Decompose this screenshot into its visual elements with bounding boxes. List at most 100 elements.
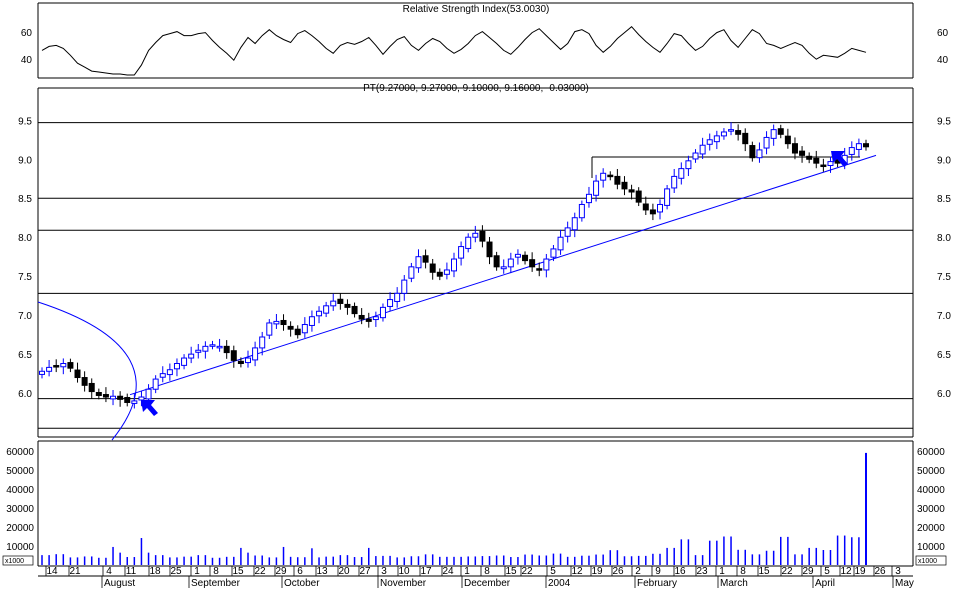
candle: [436, 268, 443, 281]
candle: [287, 321, 294, 337]
rsi-tick-right-60: 60: [937, 28, 949, 39]
candle: [557, 229, 564, 255]
candle: [791, 137, 798, 160]
day-label: 1: [194, 566, 200, 577]
price-tick-right: 7.5: [937, 272, 951, 283]
candle: [678, 162, 685, 185]
candle: [564, 221, 571, 243]
candle: [507, 252, 514, 274]
candle: [550, 245, 557, 262]
candle: [742, 128, 749, 152]
volume-tick-left: 30000: [6, 504, 34, 515]
day-label: 29: [802, 566, 814, 577]
month-labels: August September October November December 20…: [101, 576, 914, 589]
candle: [443, 262, 450, 280]
day-label: 8: [740, 566, 746, 577]
candle: [401, 275, 408, 301]
volume-bars: [41, 452, 867, 565]
candle: [848, 141, 855, 161]
candle: [259, 331, 266, 356]
rsi-title: Relative Strength Index(53.0030): [403, 4, 550, 15]
candle: [230, 345, 237, 368]
candle: [728, 122, 735, 136]
candle: [46, 359, 53, 377]
day-label: 8: [484, 566, 490, 577]
candle: [784, 128, 791, 149]
candle: [543, 253, 550, 278]
day-label: 15: [758, 566, 770, 577]
candle: [88, 378, 95, 399]
candle: [344, 299, 351, 315]
candle: [131, 393, 138, 409]
day-label: 12: [840, 566, 852, 577]
candle: [387, 292, 394, 312]
candle: [777, 124, 784, 139]
day-labels: 14 21 4 11 18 25 1 8 15 22 29 6 13 20 27 3 10 17 24 1 8 15 22 5…: [45, 566, 901, 577]
candle: [749, 141, 756, 162]
candle: [301, 317, 308, 338]
candle: [593, 174, 600, 202]
candle: [280, 314, 287, 331]
candle: [330, 293, 337, 311]
volume-unit-right: x1000: [918, 558, 937, 565]
day-label: 9: [655, 566, 661, 577]
candle: [67, 358, 74, 373]
volume-unit-left: x1000: [5, 558, 24, 565]
price-tick-right: 8.0: [937, 233, 951, 244]
candle: [138, 390, 145, 407]
candle: [628, 184, 635, 200]
candle: [863, 139, 869, 151]
candle: [273, 314, 280, 329]
price-tick-left: 6.5: [18, 350, 32, 361]
candle: [813, 150, 820, 169]
day-label: 23: [696, 566, 708, 577]
day-label: 5: [550, 566, 556, 577]
price-ticks: 9.5 9.5 9.0 9.0 8.5 8.5 8.0 8.0 7.5 7.5 7.0 7.0 6.5 6…: [18, 116, 951, 400]
candle: [60, 358, 67, 375]
day-label: 8: [213, 566, 219, 577]
month-label: March: [720, 578, 748, 589]
candle: [95, 388, 102, 400]
x-axis: 14 21 4 11 18 25 1 8 15 22 29 6 13 20 27 3 10 17 24 1 8 15 22 5…: [38, 566, 914, 589]
rsi-tick-right-40: 40: [937, 55, 949, 66]
volume-tick-right: 60000: [917, 447, 945, 458]
candle: [607, 171, 614, 181]
candle: [514, 249, 521, 265]
candle: [152, 375, 159, 394]
candle: [323, 301, 330, 318]
day-label: 1: [719, 566, 725, 577]
candle: [173, 358, 180, 377]
volume-tick-right: 40000: [917, 485, 945, 496]
candle: [451, 252, 457, 278]
candle: [657, 199, 663, 220]
day-label: 22: [254, 566, 266, 577]
month-label: December: [464, 578, 511, 589]
candle: [223, 340, 230, 359]
price-tick-left: 7.0: [18, 311, 32, 322]
price-tick-left: 9.0: [18, 155, 32, 166]
candle: [756, 142, 763, 163]
candle: [237, 357, 244, 368]
volume-panel: 60000 60000 50000 50000 40000 40000 30000 30000…: [2, 440, 947, 567]
day-label: 24: [442, 566, 454, 577]
day-label: 3: [381, 566, 387, 577]
candle: [827, 156, 834, 173]
candle: [671, 169, 678, 194]
candle: [571, 212, 578, 238]
candle: [166, 363, 173, 381]
candle: [578, 200, 585, 222]
candle: [316, 306, 323, 324]
day-label: 22: [781, 566, 793, 577]
candle: [245, 350, 251, 368]
month-label: August: [104, 578, 135, 589]
day-label: 21: [69, 566, 81, 577]
candle: [799, 146, 806, 163]
candle: [720, 128, 727, 140]
candle: [600, 168, 607, 188]
candle: [195, 344, 202, 359]
day-label: 19: [854, 566, 866, 577]
price-tick-left: 8.5: [18, 194, 32, 205]
candle: [408, 262, 415, 283]
candle: [649, 203, 656, 221]
volume-tick-left: 10000: [6, 542, 34, 553]
